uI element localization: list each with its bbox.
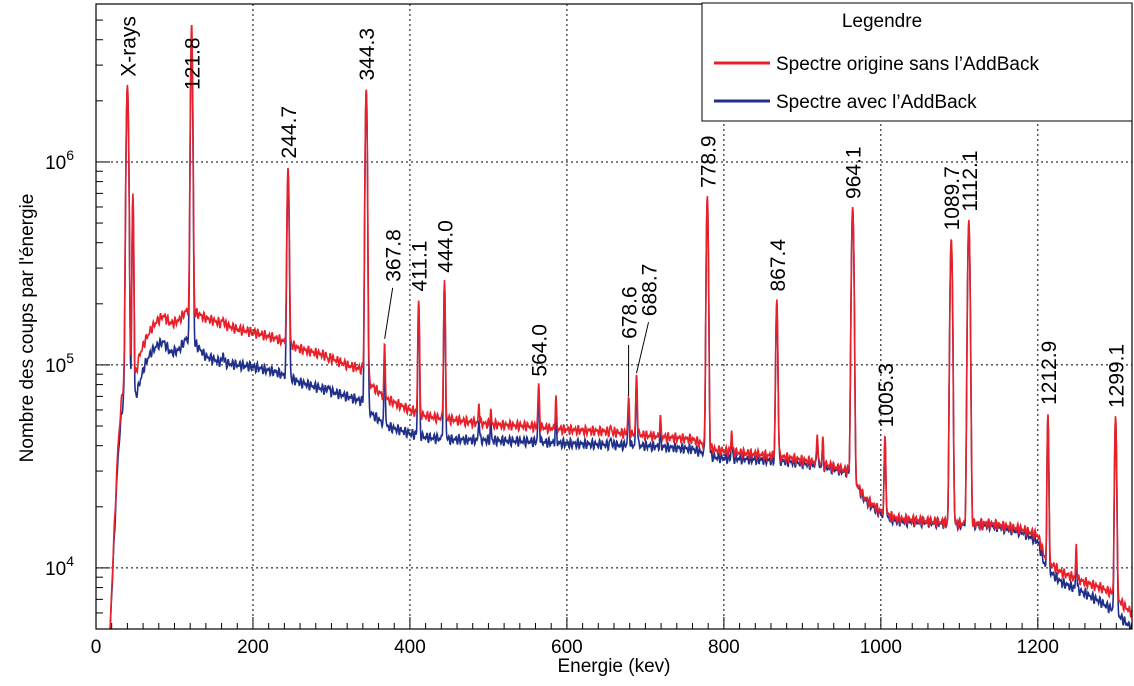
peak-label: 678.6 (619, 286, 642, 339)
x-tick-label: 1000 (860, 637, 902, 658)
peak-label: 411.1 (409, 241, 432, 292)
series-line-original (109, 24, 1132, 629)
peak-label: 564.0 (529, 324, 552, 377)
y-tick-label: 106 (45, 147, 74, 174)
series-layer (109, 24, 1132, 629)
x-tick-label: 600 (551, 637, 583, 658)
peak-label: 964.1 (843, 146, 866, 199)
peak-label: 1112.1 (959, 150, 982, 211)
peak-label: 778.9 (697, 135, 720, 188)
axis-ticks: 0 200 400 600 800 1000 1200 104 105 106 (45, 3, 1133, 658)
peak-label: 367.8 (383, 229, 406, 282)
peak-label: 1005.3 (875, 363, 898, 427)
legend-entry-label: Spectre avec l’AddBack (776, 92, 977, 113)
peak-label: 444.0 (434, 220, 457, 273)
peak-annotations: X-rays 121.8 244.7 344.3 367.8 411.1 444.0 564.… (117, 16, 1128, 427)
y-tick-label: 105 (45, 350, 74, 377)
y-axis-title: Nombre des coups par l'énergie (17, 194, 38, 463)
peak-label: 344.3 (356, 28, 379, 81)
annotation-leader (384, 287, 394, 339)
peak-label: 867.4 (767, 239, 790, 292)
x-tick-label: 200 (237, 637, 269, 658)
x-axis-title: Energie (kev) (558, 656, 671, 677)
peak-label: 688.7 (639, 264, 662, 317)
x-tick-label: 400 (394, 637, 426, 658)
legend-box (701, 2, 1133, 122)
legend-title: Legendre (842, 11, 922, 32)
grid (96, 4, 1132, 629)
series-line-addback (109, 36, 1132, 629)
peak-label: 121.8 (182, 37, 205, 90)
peak-label: 244.7 (278, 106, 301, 159)
peak-label: 1212.9 (1038, 341, 1061, 405)
legend: Legendre Spectre origine sans l’AddBack Sp… (701, 2, 1133, 122)
y-tick-label: 104 (45, 553, 74, 580)
peak-label: X-rays (117, 16, 140, 77)
x-tick-label: 1200 (1017, 637, 1059, 658)
peak-label: 1089.7 (941, 166, 964, 230)
peak-label: 1299.1 (1106, 344, 1129, 408)
x-tick-label: 800 (708, 637, 740, 658)
annotation-leader (636, 322, 650, 374)
legend-entry-label: Spectre origine sans l’AddBack (776, 54, 1039, 75)
x-tick-label: 0 (91, 637, 102, 658)
